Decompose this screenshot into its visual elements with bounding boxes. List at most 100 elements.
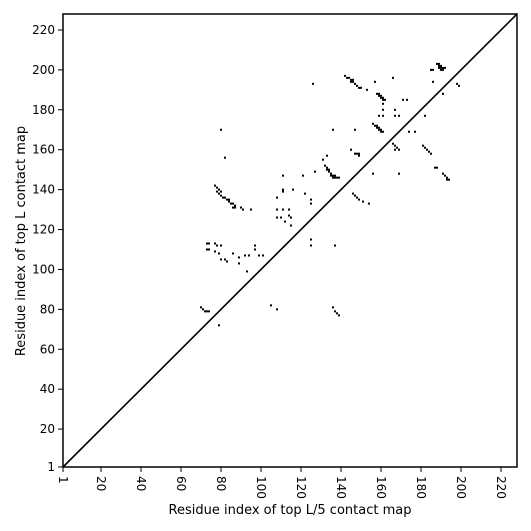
contact-point xyxy=(220,128,222,131)
contact-point xyxy=(352,80,354,83)
contact-point xyxy=(430,152,432,155)
contact-point xyxy=(314,170,316,173)
contact-point xyxy=(378,114,380,117)
contact-point xyxy=(276,308,278,311)
contact-point xyxy=(302,174,304,177)
contact-point xyxy=(230,202,232,205)
contact-point xyxy=(254,248,256,251)
contact-point xyxy=(336,176,338,179)
contact-point xyxy=(396,146,398,149)
contact-point xyxy=(372,122,374,125)
diagonal-line xyxy=(62,13,518,468)
contact-point xyxy=(310,198,312,201)
contact-point xyxy=(228,198,230,201)
y-tick-label: 100 xyxy=(32,262,55,276)
contact-point xyxy=(330,172,332,175)
contact-point xyxy=(382,98,384,101)
contact-point xyxy=(242,208,244,211)
contact-point xyxy=(234,204,236,207)
contact-point xyxy=(334,174,336,177)
contact-point xyxy=(442,172,444,175)
contact-point xyxy=(216,186,218,189)
x-tick-label: 1 xyxy=(56,476,70,484)
contact-point xyxy=(270,304,272,307)
contact-point xyxy=(226,198,228,201)
contact-point xyxy=(378,94,380,97)
contact-point xyxy=(422,144,424,147)
contact-point xyxy=(226,260,228,263)
contact-point xyxy=(346,76,348,79)
contact-point xyxy=(398,148,400,151)
contact-point xyxy=(310,238,312,241)
contact-point xyxy=(328,168,330,171)
x-tick-label: 40 xyxy=(134,476,148,491)
x-tick-label: 160 xyxy=(374,476,388,499)
contact-point xyxy=(224,156,226,159)
contact-point xyxy=(406,98,408,101)
contact-point xyxy=(378,126,380,129)
y-axis-title: Residue index of top L contact map xyxy=(14,126,29,356)
contact-point xyxy=(208,248,210,251)
contact-point xyxy=(208,242,210,245)
contact-point xyxy=(382,130,384,133)
contact-point xyxy=(276,196,278,199)
contact-point xyxy=(288,208,290,211)
x-tick-label: 200 xyxy=(454,476,468,499)
contact-point xyxy=(224,196,226,199)
contact-point xyxy=(354,128,356,131)
contact-point xyxy=(232,202,234,205)
contact-point xyxy=(382,96,384,99)
contact-point xyxy=(332,176,334,179)
contact-point xyxy=(446,176,448,179)
contact-point xyxy=(392,76,394,79)
contact-point xyxy=(438,62,440,65)
contact-point xyxy=(338,176,340,179)
contact-point xyxy=(372,172,374,175)
contact-point xyxy=(438,64,440,67)
x-tick-label: 100 xyxy=(254,476,268,499)
contact-point xyxy=(350,78,352,81)
contact-point xyxy=(290,216,292,219)
contact-point xyxy=(262,254,264,257)
contact-point xyxy=(326,154,328,157)
contact-point xyxy=(432,80,434,83)
contact-point xyxy=(216,244,218,247)
contact-point xyxy=(310,244,312,247)
x-tick-label: 20 xyxy=(94,476,108,491)
contact-point xyxy=(440,68,442,71)
contact-point xyxy=(282,190,284,193)
x-axis-ticks: 1 20 40 60 80 100 120 140 160 180 200 220 xyxy=(56,467,508,499)
contact-point xyxy=(442,68,444,71)
contact-point xyxy=(218,192,220,195)
contact-point xyxy=(374,80,376,83)
contact-point xyxy=(382,102,384,105)
y-tick-label: 120 xyxy=(32,223,55,237)
contact-point xyxy=(438,66,440,69)
contact-point xyxy=(352,78,354,81)
contact-point xyxy=(332,128,334,131)
contact-point xyxy=(224,258,226,261)
contact-point xyxy=(332,174,334,177)
contact-point xyxy=(324,164,326,167)
contact-point xyxy=(442,66,444,69)
plot-frame xyxy=(62,13,518,468)
y-tick-label: 180 xyxy=(32,103,55,117)
contact-point xyxy=(292,188,294,191)
contact-point xyxy=(218,324,220,327)
contact-point xyxy=(362,200,364,203)
contact-point xyxy=(234,206,236,209)
contact-point xyxy=(276,208,278,211)
contact-point xyxy=(408,130,410,133)
contact-point xyxy=(326,168,328,171)
contact-point xyxy=(358,86,360,89)
contact-point xyxy=(356,84,358,87)
contact-point xyxy=(202,308,204,311)
contact-point xyxy=(258,254,260,257)
contact-point xyxy=(282,188,284,191)
contact-point xyxy=(204,310,206,313)
contact-point xyxy=(350,80,352,83)
contact-point xyxy=(360,86,362,89)
contact-point xyxy=(338,314,340,317)
x-tick-label: 60 xyxy=(174,476,188,491)
